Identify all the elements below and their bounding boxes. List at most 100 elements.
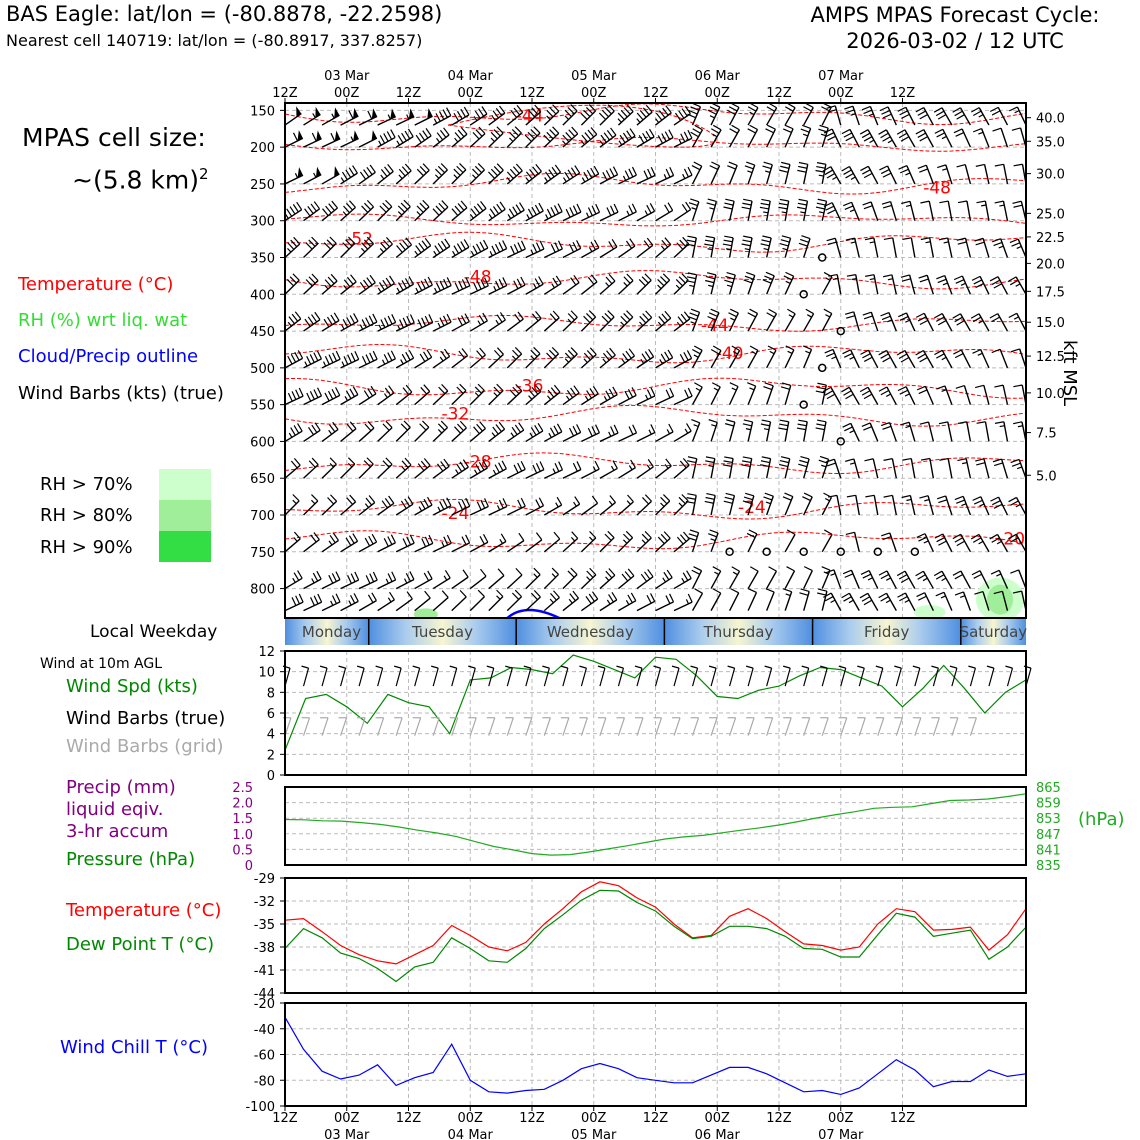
wind-barb-half <box>608 500 613 506</box>
wind-barb-full <box>768 102 777 109</box>
wind-barb-full <box>994 200 1004 204</box>
wind-barb-half <box>730 317 736 321</box>
wind-barb-staff <box>1002 200 1009 221</box>
wind-barb-staff <box>925 164 935 185</box>
wind-barb-staff <box>469 113 488 126</box>
wind-barb-half <box>818 174 824 177</box>
wind-barb-staff <box>358 137 378 148</box>
wind-barb-full <box>436 132 444 141</box>
temperature-contour <box>284 343 1027 364</box>
weekday-night-band <box>285 619 327 645</box>
wind-barb-staff <box>543 317 560 332</box>
wind-barb-full <box>364 423 372 432</box>
wind-barb-full <box>530 349 538 357</box>
wind-barb-full <box>363 390 370 399</box>
wind-barb-full <box>499 312 506 321</box>
wind-barb-half <box>961 503 967 507</box>
wind-barb-full <box>661 313 669 322</box>
wind-barb-full <box>1011 242 1021 247</box>
wind-barb-full <box>388 385 395 394</box>
wind-barb-full <box>427 496 433 506</box>
wind-barb-full <box>335 350 341 360</box>
wind-barb-full <box>480 200 487 209</box>
wind-barb-full <box>899 315 909 321</box>
wind-barb-staff <box>886 165 897 185</box>
wind-barb-full <box>841 386 850 393</box>
wind-barb-full <box>453 168 461 176</box>
wind-barb-full <box>660 533 668 542</box>
wind-barb-half <box>869 241 875 244</box>
wind-barb-full <box>409 314 415 323</box>
wind-barb-staff <box>506 468 526 479</box>
wind-barb-full <box>878 129 887 135</box>
calm-wind-circle <box>725 547 734 557</box>
wind-barb-full <box>382 202 390 210</box>
wind-barb-full <box>747 128 756 134</box>
wind10m-true-barb <box>1006 667 1014 687</box>
wind-barb-full <box>896 570 906 577</box>
wind-barb-half <box>398 174 403 180</box>
wind-barb-half <box>655 118 660 123</box>
wind-barb-full <box>939 200 949 204</box>
wind-barb-full <box>416 168 424 177</box>
wind-barb-full <box>823 592 832 598</box>
wind-barb-staff <box>525 390 542 406</box>
wind-barb-staff <box>926 275 935 295</box>
wind-barb-full <box>704 243 714 247</box>
wind-barb-staff <box>340 172 358 185</box>
wind-barb-full <box>824 169 834 176</box>
wind10m-grid-barb <box>340 717 348 736</box>
wind-barb-full <box>631 387 637 396</box>
wind-barb-full <box>934 349 943 356</box>
wind-barb-half <box>585 212 590 218</box>
wind10m-true-barb-feather <box>393 665 402 669</box>
wind-barb-full <box>678 496 686 505</box>
wind-barb-staff <box>978 313 990 332</box>
wind-barb-half <box>886 577 891 581</box>
wind-barb-half <box>996 540 1002 545</box>
wind-barb-half <box>648 429 652 435</box>
wind-barb-full <box>585 106 594 115</box>
wind-barb-staff <box>321 207 338 222</box>
wind-barb-staff <box>618 394 637 406</box>
wind-barb-full <box>517 311 524 320</box>
wind10m-grid-barb <box>858 717 866 736</box>
wind-barb-full <box>525 171 533 180</box>
wind-barb-staff <box>303 280 319 295</box>
wind-barb-full <box>919 136 928 142</box>
wind-barb-staff <box>618 355 635 369</box>
wind-barb-full <box>956 499 965 504</box>
wind-barb-full <box>917 110 926 116</box>
wind-barb-full <box>707 198 717 203</box>
wind-barb-full <box>366 199 374 208</box>
wind-barb-full <box>420 460 428 469</box>
wind-barb-half <box>348 600 352 606</box>
wind-barb-full <box>750 566 759 572</box>
wind-barb-full <box>620 109 628 118</box>
wind-barb-staff <box>580 110 597 126</box>
wind-barb-half <box>763 247 769 251</box>
calm-wind-circle <box>836 437 845 446</box>
calm-wind-circle <box>799 547 808 557</box>
wind-barb-full <box>800 128 810 133</box>
top-date-label: 05 Mar <box>571 69 617 84</box>
wind-barb-staff <box>855 274 860 295</box>
wind-barb-full <box>316 350 322 360</box>
wind-barb-full <box>825 458 835 463</box>
wind-barb-full <box>916 385 926 391</box>
wind-barb-full <box>729 308 739 314</box>
wind-barb-full <box>817 588 828 592</box>
wind-barb-full <box>502 498 508 507</box>
wind-barb-flag <box>334 166 340 177</box>
wind-barb-full <box>483 239 489 249</box>
wind-barb-full <box>400 423 408 431</box>
wind-barb-full <box>331 595 337 604</box>
wind-barb-staff <box>525 283 544 295</box>
wind-barb-full <box>824 596 834 602</box>
wind-barb-full <box>346 202 353 211</box>
wind-barb-full <box>418 242 425 251</box>
wind-barb-full <box>731 345 740 352</box>
wind-barb-full <box>440 240 447 249</box>
wind-barb-half <box>885 393 891 397</box>
wind-barb-full <box>861 105 871 111</box>
